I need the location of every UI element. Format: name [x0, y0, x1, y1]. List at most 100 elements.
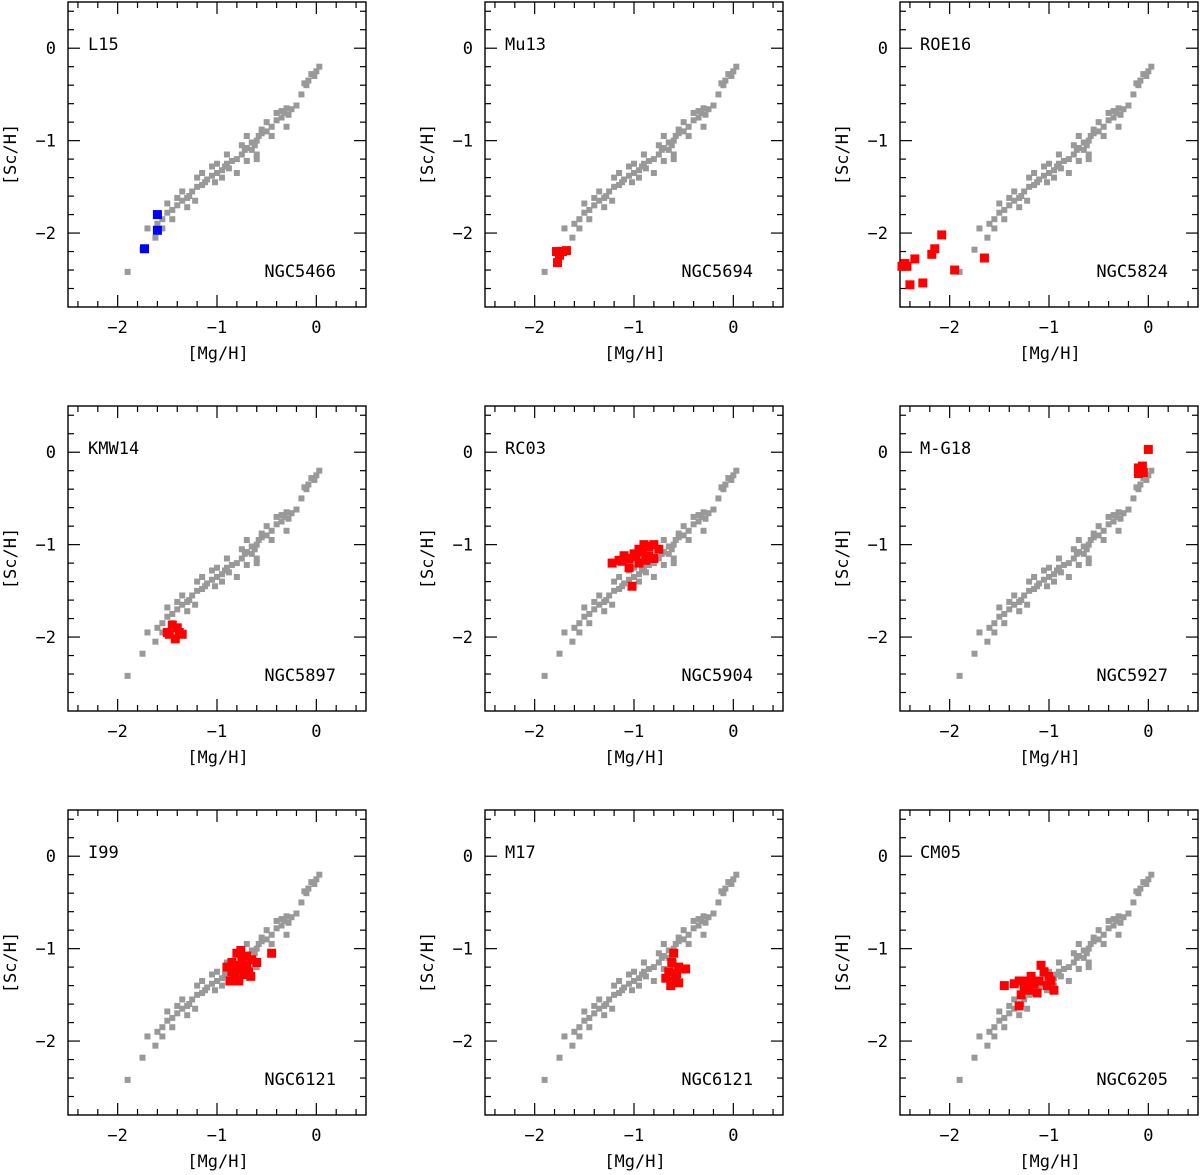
reference-point	[169, 1024, 176, 1031]
reference-point	[1011, 601, 1018, 608]
reference-point	[705, 510, 712, 517]
reference-point	[616, 586, 623, 592]
reference-point	[1057, 165, 1064, 172]
reference-point	[658, 550, 665, 557]
reference-point	[301, 888, 308, 895]
x-tick-label: −2	[107, 1126, 127, 1146]
y-tick-label: −1	[36, 940, 56, 960]
reference-point	[218, 174, 225, 181]
x-tick-label: −2	[939, 1126, 959, 1146]
cluster-point	[225, 976, 235, 986]
reference-point	[263, 128, 270, 135]
reference-point	[690, 917, 697, 924]
reference-point	[991, 225, 998, 232]
reference-point	[586, 1024, 593, 1031]
reference-point	[640, 959, 647, 966]
reference-point	[722, 77, 729, 84]
reference-point	[233, 169, 240, 176]
cluster-point	[1026, 971, 1036, 981]
x-axis-label: [Mg/H]	[187, 1152, 248, 1172]
reference-point	[283, 105, 290, 112]
reference-point	[715, 899, 722, 906]
reference-point	[986, 220, 993, 227]
reference-point	[638, 971, 645, 978]
reference-point	[702, 111, 709, 118]
reference-point	[1115, 913, 1122, 920]
reference-point	[144, 225, 151, 232]
reference-point	[218, 571, 225, 578]
cluster-point	[672, 969, 682, 979]
reference-point	[194, 183, 201, 190]
reference-point	[1105, 917, 1112, 924]
reference-point	[660, 941, 667, 948]
reference-point	[675, 934, 682, 941]
reference-point	[238, 142, 245, 149]
chart-panel-1: −2 −1 0 0 −1 −2 [Mg/H] [Sc/H] L15 NGC5466	[1, 1, 367, 364]
reference-point	[680, 927, 687, 934]
reference-point	[164, 613, 171, 620]
reference-point	[1026, 991, 1033, 998]
cluster-point	[242, 962, 252, 972]
reference-point	[273, 109, 280, 116]
reference-point	[1050, 578, 1057, 585]
reference-point	[189, 592, 196, 599]
y-tick-label: −2	[868, 628, 888, 648]
x-tick-label: 0	[311, 722, 321, 742]
reference-point	[645, 965, 652, 972]
reference-point	[1120, 914, 1127, 921]
reference-point	[268, 931, 275, 938]
reference-point	[1065, 169, 1072, 176]
cluster-point	[667, 958, 677, 967]
reference-point	[576, 225, 583, 232]
cluster-point	[1016, 990, 1026, 1000]
reference-point	[1065, 977, 1072, 984]
reference-point	[152, 638, 159, 645]
y-tick-label: −1	[453, 132, 473, 152]
reference-point	[1041, 567, 1048, 574]
reference-point	[670, 945, 677, 952]
cluster-point	[1019, 982, 1029, 992]
reference-point	[253, 151, 260, 158]
reference-point	[192, 197, 199, 204]
reference-point	[591, 202, 598, 209]
reference-point	[1080, 543, 1087, 550]
reference-point	[1060, 561, 1067, 568]
reference-point	[541, 268, 548, 275]
reference-point	[576, 216, 583, 223]
reference-point	[680, 128, 687, 135]
cluster-point	[666, 981, 676, 991]
reference-point	[670, 541, 677, 548]
reference-point	[233, 156, 240, 163]
cluster-point	[900, 259, 910, 269]
reference-point	[601, 1002, 608, 1009]
reference-point	[695, 108, 702, 115]
reference-point	[991, 1024, 998, 1031]
reference-point	[258, 126, 265, 133]
y-tick-label: −2	[36, 628, 56, 648]
cluster-point	[167, 620, 177, 630]
reference-point	[660, 537, 667, 544]
reference-point	[695, 518, 702, 525]
reference-point	[1001, 216, 1008, 223]
x-tick-label: −1	[1039, 722, 1059, 742]
cluster-point	[979, 253, 989, 263]
study-label: M-G18	[920, 439, 971, 459]
cluster-point	[1039, 967, 1049, 977]
reference-point	[611, 991, 618, 998]
reference-point	[1085, 555, 1092, 562]
x-tick-label: −2	[939, 722, 959, 742]
reference-point	[174, 194, 181, 201]
reference-point	[576, 1033, 583, 1040]
reference-point	[685, 941, 692, 948]
reference-point	[1085, 137, 1092, 144]
reference-point	[596, 592, 603, 599]
reference-point	[154, 220, 161, 227]
reference-point	[611, 183, 618, 190]
reference-point	[255, 133, 262, 140]
cluster-label: NGC5904	[681, 666, 753, 686]
reference-point	[268, 941, 275, 948]
reference-point	[996, 1008, 1003, 1015]
reference-point	[1075, 157, 1082, 164]
reference-point	[1016, 598, 1023, 605]
